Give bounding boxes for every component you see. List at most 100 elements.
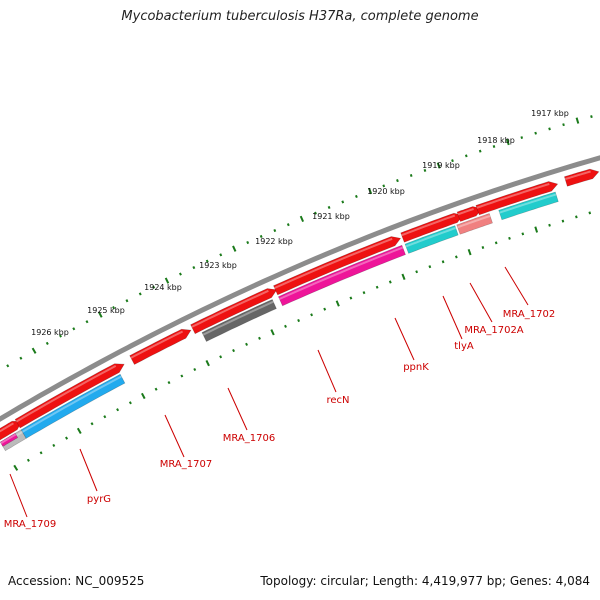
major-tick bbox=[368, 187, 373, 195]
backbone-line bbox=[0, 155, 600, 422]
major-tick bbox=[270, 329, 275, 336]
forward-gene-arrow[interactable] bbox=[190, 288, 278, 335]
minor-tick bbox=[138, 292, 142, 296]
minor-tick bbox=[590, 115, 593, 119]
minor-tick bbox=[310, 313, 314, 317]
reverse-gene-block-shade bbox=[202, 300, 274, 336]
major-tick bbox=[76, 427, 82, 434]
minor-tick bbox=[451, 159, 454, 163]
major-tick bbox=[13, 464, 19, 471]
minor-tick bbox=[428, 265, 432, 269]
minor-tick bbox=[259, 234, 263, 238]
minor-tick bbox=[219, 355, 223, 359]
kbp-label: 1923 kbp bbox=[199, 261, 237, 270]
minor-tick bbox=[128, 401, 132, 405]
minor-tick bbox=[85, 320, 89, 324]
minor-tick bbox=[180, 374, 184, 378]
kbp-label: 1924 kbp bbox=[144, 283, 182, 292]
kbp-label: 1921 kbp bbox=[312, 212, 350, 221]
forward-gene-arrow-shade bbox=[274, 237, 393, 289]
reverse-gene-block[interactable] bbox=[278, 244, 406, 307]
major-tick bbox=[467, 248, 472, 256]
reverse-gene-block-shade bbox=[499, 193, 557, 214]
minor-tick bbox=[562, 123, 565, 127]
minor-tick bbox=[245, 342, 249, 346]
reverse-gene-block[interactable] bbox=[498, 191, 559, 221]
major-tick bbox=[575, 117, 580, 124]
reverse-gene-block[interactable] bbox=[456, 213, 493, 235]
kbp-label: 1926 kbp bbox=[31, 328, 69, 337]
major-tick bbox=[505, 138, 510, 146]
gene-label-ppnk[interactable]: ppnK bbox=[403, 362, 429, 373]
connector-line bbox=[317, 349, 337, 393]
gene-label-tlya[interactable]: tlyA bbox=[454, 341, 474, 352]
forward-gene-arrow[interactable] bbox=[564, 168, 600, 187]
minor-tick bbox=[441, 260, 445, 264]
reverse-gene-block-shade bbox=[21, 375, 122, 433]
gene-label-mra-1709[interactable]: MRA_1709 bbox=[4, 519, 56, 530]
reverse-gene-block[interactable] bbox=[201, 299, 277, 342]
minor-tick bbox=[286, 223, 290, 227]
minor-tick bbox=[382, 184, 386, 188]
gene-label-recn[interactable]: recN bbox=[326, 395, 349, 406]
minor-tick bbox=[548, 127, 551, 131]
gene-label-mra-1706[interactable]: MRA_1706 bbox=[223, 433, 275, 444]
forward-gene-arrow[interactable] bbox=[475, 181, 559, 216]
minor-tick bbox=[534, 131, 537, 135]
kbp-label: 1917 kbp bbox=[531, 109, 569, 118]
minor-tick bbox=[219, 253, 223, 257]
minor-tick bbox=[520, 136, 524, 139]
minor-tick bbox=[478, 149, 482, 153]
minor-tick bbox=[341, 200, 345, 204]
gene-label-pyrg[interactable]: pyrG bbox=[87, 494, 111, 505]
kbp-label: 1922 kbp bbox=[255, 237, 293, 246]
minor-tick bbox=[494, 241, 498, 245]
minor-tick bbox=[193, 367, 197, 372]
reverse-gene-block[interactable] bbox=[404, 225, 459, 254]
minor-tick bbox=[45, 341, 49, 345]
connector-line bbox=[394, 317, 415, 361]
minor-tick bbox=[284, 324, 287, 328]
connector-line bbox=[442, 295, 463, 340]
minor-tick bbox=[323, 307, 327, 311]
minor-tick bbox=[396, 179, 399, 183]
minor-tick bbox=[588, 211, 592, 215]
minor-tick bbox=[561, 219, 565, 223]
forward-gene-arrow[interactable] bbox=[14, 363, 125, 429]
gene-label-mra-1702a[interactable]: MRA_1702A bbox=[464, 325, 523, 336]
minor-tick bbox=[90, 422, 94, 426]
forward-gene-arrow[interactable] bbox=[129, 328, 192, 365]
label-connectors bbox=[9, 266, 529, 518]
major-tick bbox=[141, 392, 146, 400]
connector-line bbox=[469, 282, 493, 323]
minor-tick bbox=[72, 327, 76, 331]
minor-tick bbox=[454, 255, 458, 259]
minor-tick bbox=[116, 408, 120, 412]
major-tick bbox=[98, 311, 103, 318]
major-tick bbox=[205, 359, 210, 367]
inner-tick-ring bbox=[13, 211, 592, 471]
kbp-label: 1925 kbp bbox=[87, 306, 125, 315]
kbp-label: 1918 kbp bbox=[477, 136, 515, 145]
gene-label-mra-1707[interactable]: MRA_1707 bbox=[160, 459, 212, 470]
forward-gene-arrow[interactable] bbox=[273, 236, 402, 296]
reverse-gene-block[interactable] bbox=[0, 432, 19, 447]
minor-tick bbox=[192, 265, 196, 270]
minor-tick bbox=[375, 285, 379, 289]
minor-tick bbox=[362, 291, 366, 295]
forward-gene-arrow-shade bbox=[15, 365, 117, 423]
kbp-label: 1919 kbp bbox=[422, 161, 460, 170]
forward-gene-arrow-shade bbox=[476, 182, 550, 209]
genome-summary: Topology: circular; Length: 4,419,977 bp… bbox=[260, 574, 590, 588]
minor-tick bbox=[178, 272, 182, 276]
map-title: Mycobacterium tuberculosis H37Ra, comple… bbox=[121, 9, 479, 24]
minor-tick bbox=[246, 241, 250, 245]
minor-tick bbox=[409, 173, 413, 178]
minor-tick bbox=[492, 144, 496, 149]
outer-tick-ring bbox=[6, 115, 593, 368]
major-tick bbox=[335, 300, 340, 307]
gene-label-mra-1702[interactable]: MRA_1702 bbox=[503, 309, 555, 320]
reverse-gene-block-shade bbox=[0, 433, 17, 445]
minor-tick bbox=[65, 436, 69, 440]
reverse-gene-block[interactable] bbox=[20, 373, 126, 439]
